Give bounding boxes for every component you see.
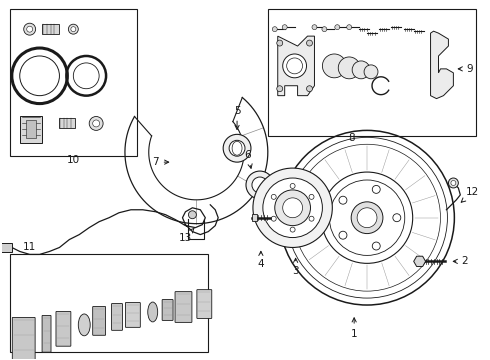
Bar [59,118,75,129]
Circle shape [275,190,311,226]
Circle shape [451,180,456,185]
Circle shape [351,202,383,234]
Polygon shape [431,31,453,99]
Circle shape [271,216,276,221]
Circle shape [321,172,413,264]
FancyBboxPatch shape [162,300,173,320]
Text: 12: 12 [461,187,480,202]
Circle shape [20,56,59,96]
Bar [42,24,59,34]
Circle shape [271,194,276,199]
Circle shape [357,208,377,228]
Circle shape [277,86,283,92]
Circle shape [338,57,360,79]
Circle shape [307,40,313,46]
Circle shape [69,24,78,34]
FancyBboxPatch shape [93,306,105,335]
Bar [20,116,42,143]
Circle shape [253,168,332,247]
FancyBboxPatch shape [175,292,192,323]
Circle shape [71,27,76,32]
Circle shape [89,117,103,130]
Circle shape [335,25,340,30]
Circle shape [283,54,307,78]
FancyBboxPatch shape [112,303,122,330]
Text: 4: 4 [258,251,264,269]
Circle shape [282,25,287,30]
Circle shape [246,171,274,199]
Circle shape [24,23,36,35]
Polygon shape [278,36,315,96]
Circle shape [229,140,245,156]
Circle shape [272,27,277,32]
Circle shape [322,27,327,32]
Circle shape [26,26,33,32]
Circle shape [312,25,317,30]
Bar [10,255,208,352]
Circle shape [309,194,314,199]
Circle shape [252,177,268,193]
Circle shape [448,178,458,188]
Text: 11: 11 [23,243,36,252]
Circle shape [263,178,322,238]
Circle shape [309,216,314,221]
Bar [0,243,12,252]
FancyBboxPatch shape [197,290,212,319]
FancyBboxPatch shape [56,311,71,346]
Text: 8: 8 [348,133,354,143]
Circle shape [189,211,196,219]
Circle shape [372,242,380,250]
Circle shape [307,86,313,92]
Circle shape [283,198,302,218]
Circle shape [93,120,99,127]
Circle shape [290,227,295,232]
Text: 10: 10 [67,155,80,165]
Text: 5: 5 [234,105,241,130]
Circle shape [277,40,283,46]
Circle shape [339,196,347,204]
Bar [268,9,476,136]
Circle shape [339,231,347,239]
Text: 9: 9 [458,64,473,74]
Ellipse shape [78,314,90,336]
Circle shape [364,65,378,79]
Circle shape [372,185,380,193]
Circle shape [329,180,405,255]
Text: 3: 3 [293,258,299,276]
Text: 2: 2 [453,256,468,266]
Circle shape [347,25,352,30]
Text: 1: 1 [351,318,358,339]
Circle shape [322,54,346,78]
Circle shape [393,214,401,222]
Circle shape [223,134,251,162]
FancyBboxPatch shape [12,318,35,360]
Bar [10,9,137,156]
Ellipse shape [148,302,158,322]
Bar [252,214,257,221]
Text: 13: 13 [179,228,195,243]
FancyBboxPatch shape [42,315,51,352]
FancyBboxPatch shape [125,302,140,327]
Text: 7: 7 [152,157,169,167]
Bar [25,121,36,138]
Text: 6: 6 [245,150,252,168]
Circle shape [352,61,370,79]
Circle shape [74,63,99,89]
Circle shape [290,184,295,188]
